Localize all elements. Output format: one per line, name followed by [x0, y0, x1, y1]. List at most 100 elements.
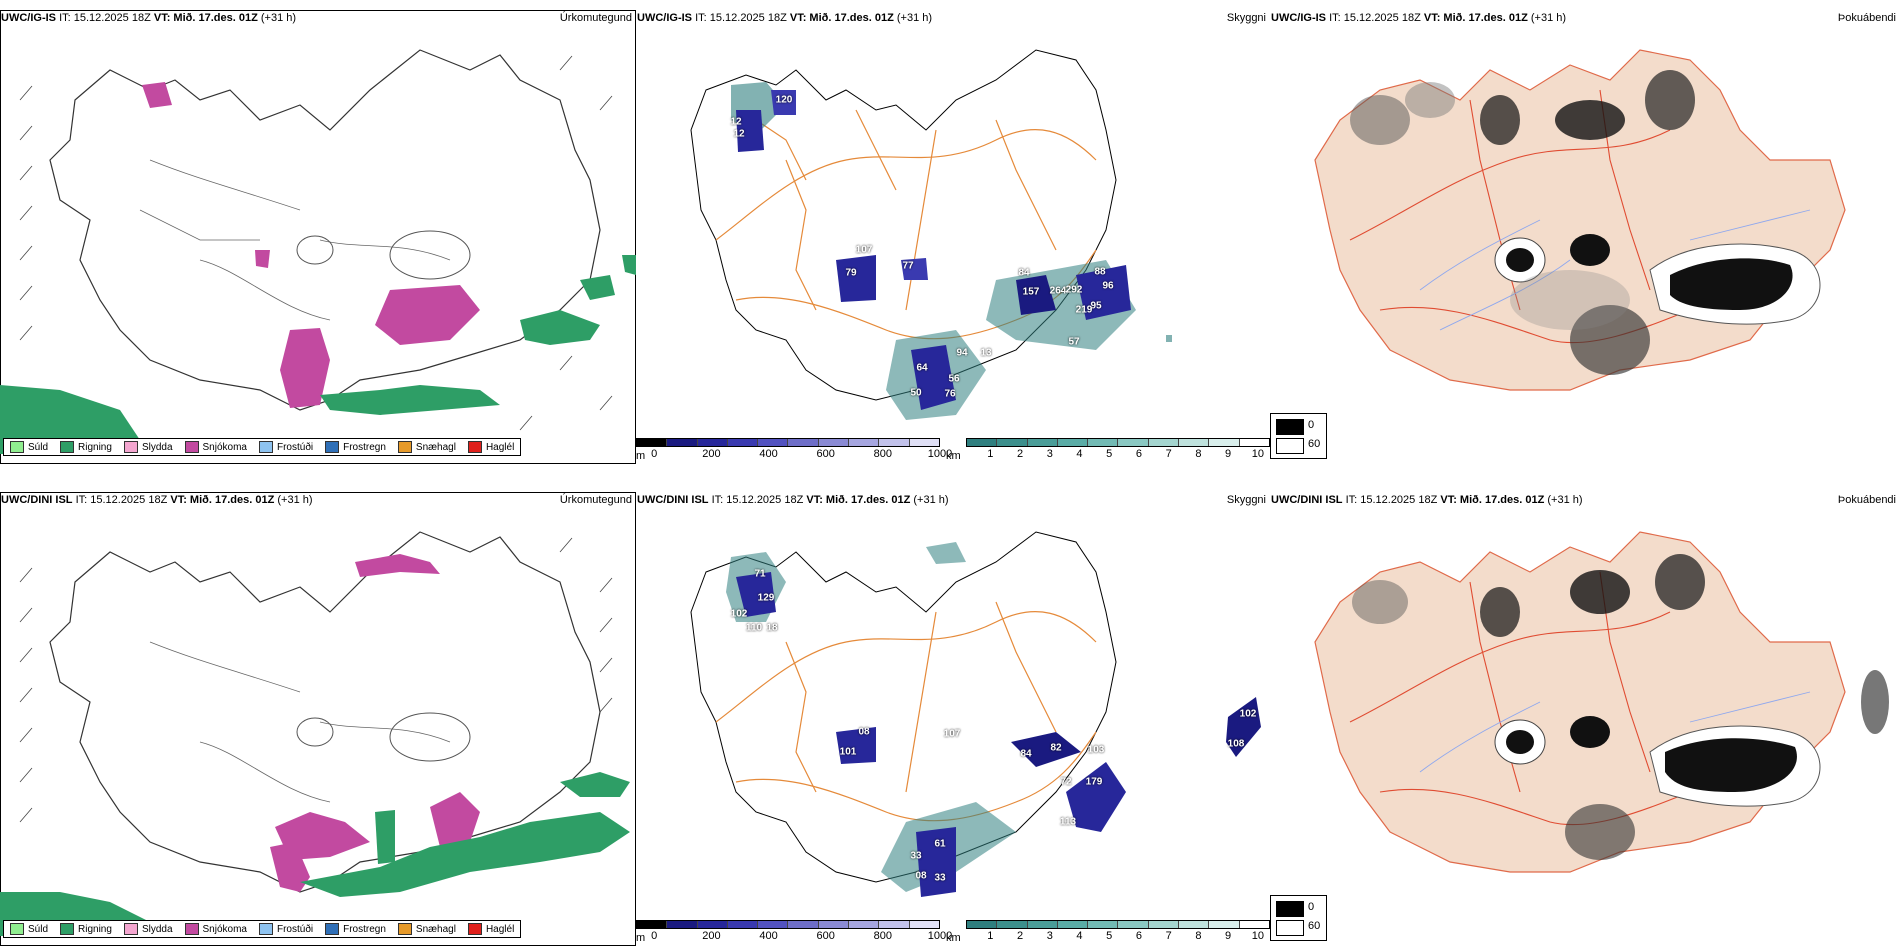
precip-legend-item: Frostúði: [258, 923, 313, 935]
product-name: Skyggni: [1226, 12, 1266, 24]
init-time: IT: 15.12.2025 18Z: [1329, 12, 1421, 24]
ceiling-unit: m: [636, 932, 646, 944]
colorbar-bin: [1239, 439, 1269, 446]
colorbar-bin: [909, 439, 939, 446]
colorbar-bin: [667, 439, 698, 446]
colorbar-tick-label: 400: [759, 930, 778, 942]
ceiling-value-label: 88: [1094, 266, 1106, 278]
visibility-unit: km: [946, 932, 961, 944]
fog-map-igis: [1314, 49, 1846, 391]
colorbar-bin: [879, 921, 910, 928]
visibility-unit: km: [946, 450, 961, 462]
visibility-map-dini: [690, 531, 1261, 897]
precip-map-igis: [0, 10, 636, 464]
precip-legend-item: Snæhagl: [397, 923, 456, 935]
lead-time: (+31 h): [913, 494, 949, 506]
precip-legend-swatch: [60, 441, 75, 453]
precip-legend-label: Frostregn: [343, 923, 386, 935]
valid-time: Mið. 17.des. 01Z: [809, 12, 894, 24]
colorbar-bin: [967, 921, 998, 928]
ceiling-value-label: 110: [745, 622, 763, 634]
colorbar-tick-label: 0: [651, 448, 658, 460]
colorbar-bin: [788, 921, 819, 928]
colorbar-tick-label: 1: [987, 448, 994, 460]
colorbar-tick-label: 8: [1195, 448, 1202, 460]
colorbar-tick-label: 200: [702, 930, 721, 942]
precip-map-dini: [0, 492, 636, 946]
ceiling-value-label: 76: [944, 388, 956, 400]
fog-legend-white-swatch: [1276, 920, 1304, 936]
init-time: IT: 15.12.2025 18Z: [1345, 494, 1438, 506]
colorbar-tick-label: 6: [1135, 448, 1142, 460]
colorbar-bin: [1179, 439, 1210, 446]
product-name: Þokuábendi: [1837, 494, 1896, 506]
precip-legend-swatch: [467, 441, 482, 453]
precip-legend-swatch: [10, 923, 24, 935]
precip-legend-item: Rigning: [60, 923, 112, 935]
colorbar-tick-label: 4: [1076, 930, 1083, 942]
colorbar-tick-label: 1000: [927, 448, 953, 460]
ceiling-value-label: 157: [1022, 286, 1040, 298]
colorbar-tick-label: 8: [1195, 930, 1202, 942]
colorbar-tick-label: 2: [1016, 930, 1024, 942]
colorbar-bin: [1088, 921, 1119, 928]
colorbar-tick-label: 10: [1251, 930, 1264, 942]
ceiling-value-label: 102: [730, 608, 748, 620]
fog-header: UWC/IG-IS IT: 15.12.2025 18Z VT: Mið. 17…: [1271, 12, 1566, 24]
colorbar-bin: [1027, 921, 1058, 928]
precip-legend-label: Frostregn: [343, 441, 386, 453]
model-name: UWC/DINI ISL: [1, 494, 73, 506]
precip-legend-label: Súld: [28, 441, 49, 453]
precip-legend-item: Snjókoma: [184, 441, 247, 453]
init-time: IT: 15.12.2025 18Z: [59, 12, 151, 24]
ceiling-value-label: 56: [948, 373, 960, 385]
colorbar-bin: [997, 439, 1028, 446]
colorbar-tick-label: 3: [1046, 930, 1053, 942]
colorbar-tick-label: 4: [1076, 448, 1083, 460]
precip-type-legend: Súld Rigning Slydda Snjókoma Frostúði Frostre…: [3, 920, 522, 938]
ceiling-value-label: 102: [1239, 708, 1257, 720]
precip-legend-label: Snæhagl: [415, 923, 456, 935]
colorbar-tick-label: 800: [873, 448, 893, 460]
colorbar-bin: [1209, 921, 1240, 928]
visibility-colorbar: 1 2 3 4 5 6 7 8 9 10: [966, 920, 1270, 943]
ceiling-value-label: 64: [916, 362, 928, 374]
ceiling-value-label: 72: [1060, 776, 1072, 788]
colorbar-tick-label: 6: [1135, 930, 1142, 942]
colorbar-tick-label: 5: [1106, 448, 1113, 460]
precip-legend-item: Frostregn: [325, 923, 386, 935]
colorbar-bin: [788, 439, 819, 446]
colorbar-ticks: 0 200 400 600 800 1000: [636, 929, 952, 943]
visibility-panel-dini: UWC/DINI ISL IT: 15.12.2025 18Z VT: Mið.…: [636, 492, 1270, 946]
precip-legend-item: Súld: [10, 441, 48, 453]
fog-legend-black-swatch: [1276, 901, 1304, 917]
ceiling-value-label: 08: [915, 870, 927, 882]
colorbar-bin: [758, 439, 789, 446]
colorbar-bin: [1057, 439, 1089, 446]
colorbar-bin: [967, 439, 998, 446]
colorbar-bin: [818, 921, 850, 928]
colorbar-strip: [636, 920, 940, 929]
precip-legend-label: Haglél: [485, 923, 515, 935]
colorbar-bin: [1118, 439, 1149, 446]
fog-legend-black-swatch: [1276, 419, 1304, 435]
colorbar-tick-label: 1: [987, 930, 994, 942]
fog-legend-white-swatch: [1276, 438, 1304, 454]
precip-header: UWC/DINI ISL IT: 15.12.2025 18Z VT: Mið.…: [1, 494, 313, 506]
ceiling-value-label: 79: [845, 267, 857, 279]
fog-legend-label: 0: [1308, 901, 1315, 913]
precip-legend-swatch: [325, 441, 340, 453]
colorbar-bin: [727, 439, 759, 446]
precip-legend-item: Snæhagl: [397, 441, 456, 453]
ceiling-value-label: 12: [730, 116, 742, 128]
ceiling-value-label: 96: [1102, 280, 1114, 292]
precip-legend-label: Snjókoma: [202, 923, 247, 935]
precip-legend-label: Frostúði: [276, 441, 314, 453]
fog-legend: 0 60: [1270, 895, 1327, 941]
ceiling-value-label: 120: [775, 94, 793, 106]
colorbar-ticks: 1 2 3 4 5 6 7 8 9 10: [966, 447, 1270, 461]
ceiling-value-label: 107: [943, 728, 961, 740]
colorbar-tick-label: 9: [1225, 930, 1232, 942]
colorbar-bin: [1239, 921, 1269, 928]
lead-time: (+31 h): [1547, 494, 1583, 506]
